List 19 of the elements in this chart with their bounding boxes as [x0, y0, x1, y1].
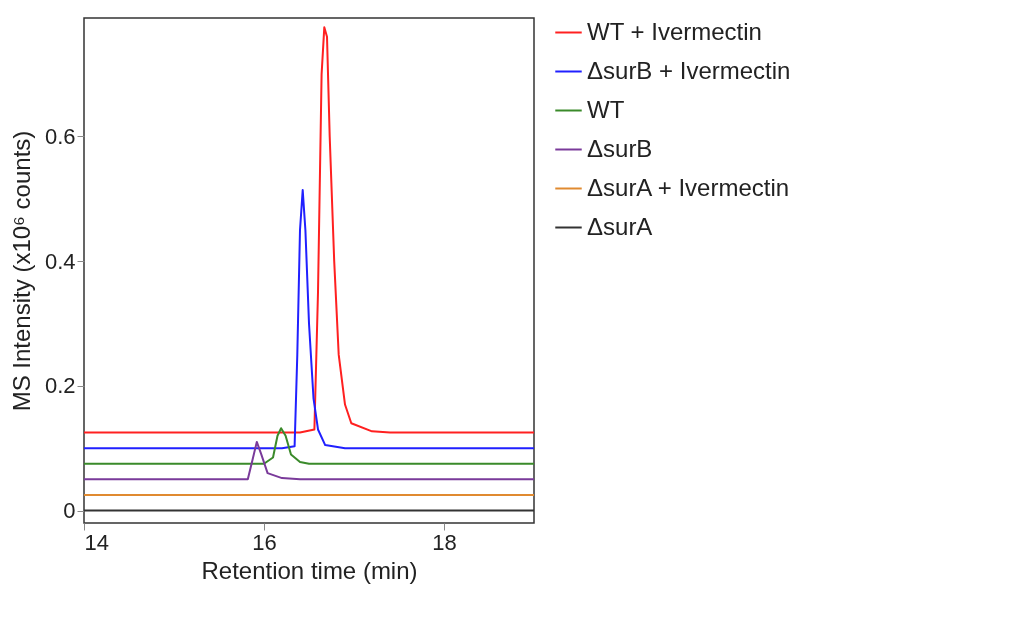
legend-label: ΔsurB + Ivermectin: [587, 56, 791, 84]
y-axis-title: MS Intensity (x10⁶ counts): [7, 130, 35, 412]
legend-label: WT + Ivermectin: [587, 17, 762, 45]
x-axis-title: Retention time (min): [201, 556, 418, 584]
line-series: [84, 440, 534, 481]
x-tick-label: 18: [432, 529, 457, 555]
legend-label: ΔsurA: [587, 212, 653, 240]
legend-label: ΔsurB: [587, 134, 653, 162]
y-tick-label: 0.2: [44, 373, 76, 399]
line-series: [84, 189, 534, 450]
y-tick-label: 0: [63, 498, 76, 524]
y-tick-label: 0.4: [44, 248, 76, 274]
legend-label: ΔsurA + Ivermectin: [587, 173, 790, 201]
line-series: [84, 26, 534, 434]
x-tick-label: 14: [84, 529, 109, 555]
x-tick-label: 16: [252, 529, 277, 555]
legend-label: WT: [587, 95, 625, 123]
y-tick-label: 0.6: [44, 123, 76, 149]
line-series: [84, 427, 534, 465]
